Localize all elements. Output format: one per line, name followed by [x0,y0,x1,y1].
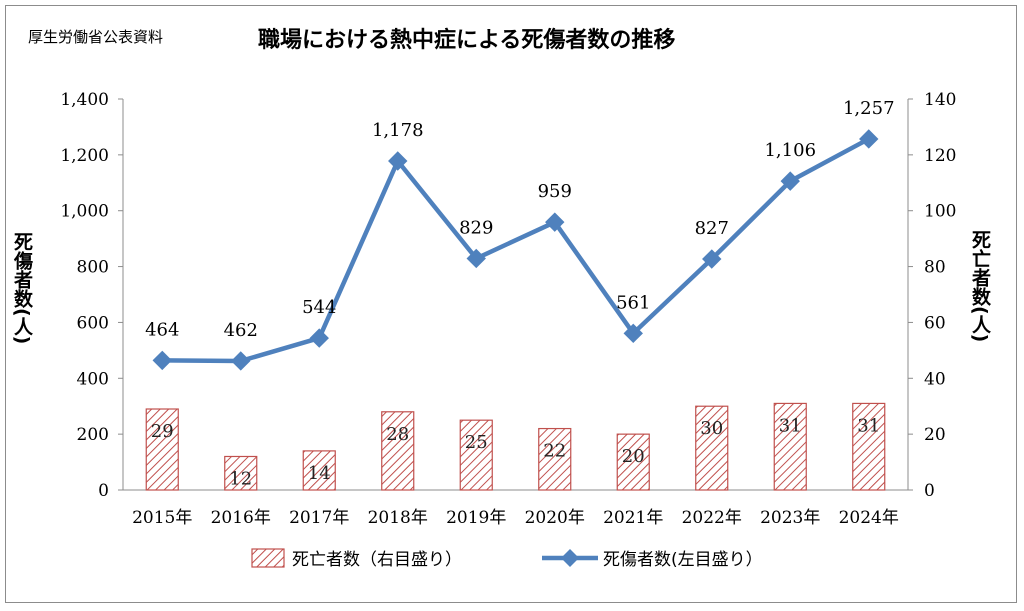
legend-casualty-label: 死傷者数(左目盛り） [603,550,763,570]
death-bar [459,419,493,491]
y-left-tick-label: 200 [77,425,109,445]
legend-death-swatch [251,548,285,568]
y-left-tick-label: 800 [77,258,109,278]
x-tick-label: 2016年 [211,508,271,528]
death-bar-value-label: 28 [386,424,409,445]
x-tick-label: 2017年 [289,508,349,528]
y-left-tick-label: 1,200 [60,146,109,166]
x-tick-label: 2022年 [682,508,742,528]
casualty-point [152,350,172,371]
death-bar-value-label: 14 [308,463,331,484]
death-bar-value-label: 22 [543,441,566,462]
x-tick-label: 2015年 [132,508,192,528]
death-bar [773,402,807,491]
death-bar [145,408,179,491]
casualty-point [859,129,879,149]
casualty-value-label: 1,257 [843,98,895,119]
x-tick-label: 2023年 [760,508,820,528]
chart-title: 職場における熱中症による死傷者数の推移 [258,27,676,53]
death-bar-value-label: 29 [151,421,174,442]
y-left-tick-label: 400 [77,369,109,389]
chart-frame [5,5,1017,603]
casualty-point [780,171,800,191]
death-bar [224,455,258,491]
x-tick-label: 2019年 [446,508,506,528]
casualty-value-label: 561 [616,292,650,313]
y-right-tick-label: 100 [924,202,956,222]
casualty-value-label: 1,178 [372,120,424,141]
casualty-point [309,328,329,348]
y-right-tick-label: 80 [924,258,946,278]
casualty-value-label: 462 [224,320,258,341]
legend-death-label: 死亡者数（右目盛り） [292,550,462,570]
casualty-point [702,249,722,269]
y-right-tick-label: 20 [924,425,946,445]
source-label: 厚生労働省公表資料 [28,28,164,46]
x-tick-label: 2024年 [839,508,899,528]
casualty-value-label: 827 [695,218,729,239]
casualty-value-label: 1,106 [764,140,816,161]
casualty-point [388,151,408,171]
y-axis-left-label: 死傷者数(人) [11,232,34,344]
casualty-value-label: 959 [538,181,572,202]
death-bar [852,402,886,491]
death-bar-value-label: 30 [700,418,723,439]
casualty-point [545,212,565,232]
death-bar [695,405,729,491]
y-left-tick-label: 600 [77,313,109,333]
death-bar [381,411,415,491]
legend-casualty-marker [561,549,579,567]
y-right-tick-label: 60 [924,313,946,333]
y-left-tick-label: 1,000 [60,202,109,222]
death-bar-value-label: 20 [622,446,645,467]
casualty-value-label: 544 [302,297,336,318]
casualty-value-label: 464 [145,319,179,340]
casualty-value-label: 829 [459,217,493,238]
death-bar [616,433,650,491]
y-left-tick-label: 1,400 [60,90,109,110]
y-right-tick-label: 40 [924,369,946,389]
x-tick-label: 2018年 [368,508,428,528]
casualty-line [162,136,870,364]
y-left-tick-label: 0 [98,481,109,501]
y-axis-right-label: 死亡者数(人) [969,230,991,342]
death-bar-value-label: 31 [779,415,802,436]
death-bar [538,427,572,491]
death-bar-value-label: 31 [857,415,880,436]
x-tick-label: 2021年 [603,508,663,528]
x-tick-label: 2020年 [525,508,585,528]
casualty-point [623,323,643,344]
y-right-tick-label: 120 [924,146,956,166]
y-right-tick-label: 0 [924,481,935,501]
death-bar-value-label: 12 [229,468,252,489]
casualty-point [231,351,251,371]
casualty-point [466,248,486,269]
death-bar-value-label: 25 [465,432,488,453]
death-bar [302,450,336,491]
y-right-tick-label: 140 [924,90,956,110]
